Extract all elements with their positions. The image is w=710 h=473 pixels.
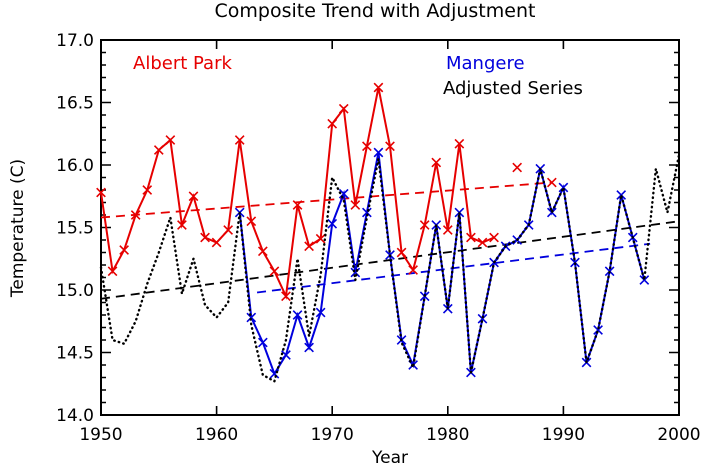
x-tick-label: 1970 — [311, 425, 354, 445]
y-tick-label: 17.0 — [56, 31, 94, 51]
chart-title: Composite Trend with Adjustment — [214, 0, 536, 22]
x-tick-label: 1960 — [195, 425, 238, 445]
legend-albert-park: Albert Park — [133, 53, 232, 74]
x-tick-label: 1950 — [79, 425, 122, 445]
x-tick-label: 2000 — [657, 425, 700, 445]
x-axis-label: Year — [372, 448, 408, 468]
y-axis-label: Temperature (C) — [8, 158, 28, 298]
y-tick-label: 15.0 — [56, 281, 94, 301]
y-tick-label: 16.5 — [56, 94, 94, 114]
plot-frame — [100, 39, 680, 416]
x-tick-label: 1980 — [426, 425, 469, 445]
x-tick-label: 1990 — [542, 425, 585, 445]
y-tick-label: 15.5 — [56, 219, 94, 239]
x-axis-ticks — [100, 40, 680, 415]
y-tick-label: 14.5 — [56, 344, 94, 364]
y-axis-ticks — [101, 39, 679, 416]
series-line-mangere — [238, 152, 646, 377]
y-tick-label: 14.0 — [56, 406, 94, 426]
series-markers-albert-park — [96, 82, 557, 302]
trend-line-albert-park-trend — [100, 181, 552, 219]
series-line-adjusted-series — [99, 153, 681, 384]
legend-mangere: Mangere — [446, 53, 525, 74]
legend-adjusted-series: Adjusted Series — [443, 78, 583, 99]
y-tick-label: 16.0 — [56, 156, 94, 176]
